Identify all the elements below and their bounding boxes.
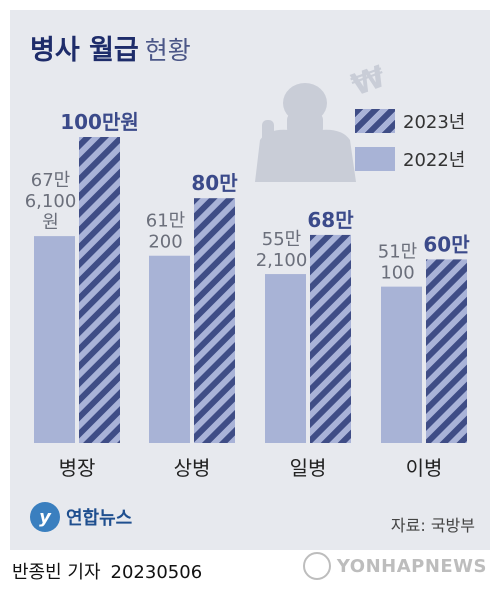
reporter-name: 반종빈 기자 (12, 562, 101, 583)
value-label-2023-0: 100만원 (60, 110, 139, 134)
yonhap-logo-icon: y (30, 502, 60, 532)
bar-2023-2 (310, 234, 351, 443)
value-label-2023-2: 68만 (307, 208, 354, 232)
category-label-2: 일병 (290, 456, 327, 480)
legend-item-2023: 2023년 (355, 108, 465, 134)
value-label-2023-3: 60만 (423, 232, 470, 256)
bar-2022-2 (265, 274, 306, 443)
legend-swatch-2023 (355, 109, 395, 133)
category-label-1: 상병 (174, 456, 211, 480)
bar-2023-0 (79, 137, 120, 443)
watermark: YONHAPNEWS (302, 552, 487, 580)
title-sub: 현황 (144, 36, 191, 65)
legend-swatch-2022 (355, 147, 395, 171)
watermark-icon (302, 552, 331, 580)
source-note: 자료: 국방부 (390, 516, 475, 535)
value-label-2022-0: 67만 6,100 원 (25, 170, 77, 233)
bar-2023-1 (194, 198, 235, 443)
category-label-0: 병장 (59, 456, 96, 480)
value-label-2022-2: 55만 2,100 (256, 229, 308, 271)
value-label-2023-1: 80만 (191, 171, 238, 195)
won-icon: ₩ (347, 59, 390, 103)
soldier-silhouette (255, 83, 356, 182)
yonhap-logo: y 연합뉴스 (30, 502, 132, 532)
bar-2022-3 (381, 286, 422, 443)
chart-title: 병사 월급 현황 (30, 28, 191, 67)
legend-label-2023: 2023년 (403, 112, 466, 133)
value-label-2022-3: 51만 100 (378, 242, 417, 284)
legend-label-2022: 2022년 (403, 150, 466, 171)
category-label-3: 이병 (406, 456, 443, 480)
watermark-text: YONHAPNEWS (336, 555, 487, 577)
legend-item-2022: 2022년 (355, 146, 465, 172)
byline: 반종빈 기자 20230506 (12, 558, 202, 584)
publish-date: 20230506 (110, 562, 203, 583)
value-label-2022-1: 61만 200 (146, 211, 185, 253)
yonhap-logo-text: 연합뉴스 (66, 508, 133, 529)
bar-2022-0 (34, 236, 75, 443)
bar-2023-3 (426, 259, 467, 443)
bar-2022-1 (149, 255, 190, 443)
legend: 2023년 2022년 (355, 108, 465, 184)
title-main: 병사 월급 (30, 35, 139, 66)
